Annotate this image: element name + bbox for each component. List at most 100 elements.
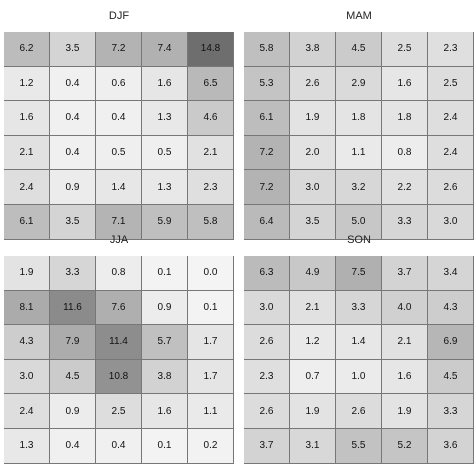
heatmap-cell: 0.4 bbox=[96, 429, 142, 464]
heatmap-cell: 1.6 bbox=[142, 66, 188, 102]
heatmap-cell: 1.6 bbox=[142, 394, 188, 429]
heatmap-cell: 11.4 bbox=[96, 325, 142, 360]
heatmap-cell: 2.4 bbox=[428, 135, 474, 171]
heatmap-cell: 0.1 bbox=[142, 256, 188, 291]
heatmap-cell: 1.8 bbox=[336, 101, 382, 136]
heatmap-cell: 4.3 bbox=[428, 290, 474, 326]
heatmap-cell: 0.9 bbox=[50, 170, 96, 205]
heatmap-cell: 1.6 bbox=[382, 66, 428, 102]
heatmap-cell: 0.9 bbox=[50, 394, 96, 429]
heatmap-cell: 4.5 bbox=[50, 359, 96, 395]
heatmap-cell: 7.2 bbox=[244, 135, 290, 171]
heatmap-cell: 4.9 bbox=[290, 256, 336, 291]
heatmap-cell: 1.1 bbox=[336, 135, 382, 171]
heatmap-cell: 3.7 bbox=[382, 256, 428, 291]
heatmap-cell: 5.8 bbox=[188, 205, 234, 240]
heatmap-cell: 11.6 bbox=[50, 290, 96, 326]
heatmap-cell: 0.8 bbox=[382, 135, 428, 171]
heatmap-cell: 3.3 bbox=[382, 205, 428, 240]
heatmap-cell: 2.3 bbox=[244, 359, 290, 395]
heatmap-cell: 3.5 bbox=[50, 205, 96, 240]
heatmap-cell: 1.9 bbox=[290, 101, 336, 136]
heatmap-cell: 7.1 bbox=[96, 205, 142, 240]
heatmap-cell: 1.7 bbox=[188, 325, 234, 360]
heatmap-cell: 1.8 bbox=[382, 101, 428, 136]
heatmap-cell: 0.5 bbox=[142, 135, 188, 171]
heatmap-cell: 7.4 bbox=[142, 32, 188, 67]
panel-title: DJF bbox=[108, 10, 130, 22]
heatmap-cell: 5.8 bbox=[244, 32, 290, 67]
heatmap-cell: 5.9 bbox=[142, 205, 188, 240]
heatmap-cell: 0.9 bbox=[142, 290, 188, 326]
heatmap-cell: 5.3 bbox=[244, 66, 290, 102]
heatmap-panel-son: SON 6.3 4.9 7.5 3.7 3.4 3.0 2.1 3.3 4.0 4.3 2.6 1.2 1… bbox=[244, 232, 474, 464]
heatmap-cell: 1.4 bbox=[336, 325, 382, 360]
heatmap-cell: 1.3 bbox=[4, 429, 50, 464]
heatmap-cell: 0.7 bbox=[290, 359, 336, 395]
heatmap-cell: 5.0 bbox=[336, 205, 382, 240]
heatmap-cell: 10.8 bbox=[96, 359, 142, 395]
heatmap-cell: 2.3 bbox=[188, 170, 234, 205]
heatmap-cell: 3.3 bbox=[50, 256, 96, 291]
heatmap-cell: 0.0 bbox=[188, 256, 234, 291]
heatmap-cell: 3.0 bbox=[244, 290, 290, 326]
heatmap-cell: 3.5 bbox=[290, 205, 336, 240]
heatmap-cell: 2.6 bbox=[428, 170, 474, 205]
heatmap-cell: 2.4 bbox=[4, 170, 50, 205]
heatmap-cell: 0.4 bbox=[96, 101, 142, 136]
heatmap-cell: 3.0 bbox=[4, 359, 50, 395]
heatmap-cell: 1.6 bbox=[382, 359, 428, 395]
heatmap-cell: 2.0 bbox=[290, 135, 336, 171]
heatmap-cell: 3.3 bbox=[336, 290, 382, 326]
heatmap-grid: 1.9 3.3 0.8 0.1 0.0 8.1 11.6 7.6 0.9 0.1 4.3 7.9 11.… bbox=[4, 256, 234, 464]
heatmap-cell: 4.5 bbox=[428, 359, 474, 395]
heatmap-cell: 0.2 bbox=[188, 429, 234, 464]
heatmap-cell: 3.4 bbox=[428, 256, 474, 291]
heatmap-cell: 5.5 bbox=[336, 429, 382, 464]
heatmap-cell: 1.6 bbox=[4, 101, 50, 136]
heatmap-cell: 1.3 bbox=[142, 101, 188, 136]
heatmap-cell: 2.4 bbox=[4, 394, 50, 429]
heatmap-panel-djf: DJF 6.2 3.5 7.2 7.4 14.8 1.2 0.4 0.6 1.6 6.5 1.6 0.4… bbox=[4, 8, 234, 240]
heatmap-cell: 7.2 bbox=[96, 32, 142, 67]
heatmap-cell: 2.5 bbox=[428, 66, 474, 102]
heatmap-cell: 4.3 bbox=[4, 325, 50, 360]
heatmap-cell: 2.5 bbox=[96, 394, 142, 429]
heatmap-cell: 0.1 bbox=[142, 429, 188, 464]
heatmap-cell: 6.4 bbox=[244, 205, 290, 240]
heatmap-cell: 2.6 bbox=[336, 394, 382, 429]
heatmap-cell: 2.1 bbox=[382, 325, 428, 360]
heatmap-cell: 2.5 bbox=[382, 32, 428, 67]
heatmap-cell: 0.4 bbox=[50, 429, 96, 464]
heatmap-cell: 1.9 bbox=[290, 394, 336, 429]
heatmap-cell: 8.1 bbox=[4, 290, 50, 326]
heatmap-cell: 2.6 bbox=[244, 394, 290, 429]
heatmap-cell: 3.2 bbox=[336, 170, 382, 205]
heatmap-cell: 7.9 bbox=[50, 325, 96, 360]
heatmap-cell: 2.1 bbox=[4, 135, 50, 171]
heatmap-cell: 1.9 bbox=[382, 394, 428, 429]
heatmap-cell: 6.1 bbox=[4, 205, 50, 240]
heatmap-cell: 2.6 bbox=[244, 325, 290, 360]
heatmap-cell: 0.4 bbox=[50, 66, 96, 102]
heatmap-cell: 3.3 bbox=[428, 394, 474, 429]
panel-title: MAM bbox=[346, 10, 372, 22]
heatmap-panel-jja: JJA 1.9 3.3 0.8 0.1 0.0 8.1 11.6 7.6 0.9 0.1 4.3 7.9… bbox=[4, 232, 234, 464]
heatmap-cell: 1.2 bbox=[290, 325, 336, 360]
heatmap-cell: 7.6 bbox=[96, 290, 142, 326]
heatmap-cell: 3.5 bbox=[50, 32, 96, 67]
heatmap-cell: 3.0 bbox=[428, 205, 474, 240]
heatmap-cell: 1.3 bbox=[142, 170, 188, 205]
heatmap-cell: 1.9 bbox=[4, 256, 50, 291]
heatmap-cell: 3.1 bbox=[290, 429, 336, 464]
heatmap-cell: 6.5 bbox=[188, 66, 234, 102]
heatmap-cell: 0.1 bbox=[188, 290, 234, 326]
heatmap-cell: 4.6 bbox=[188, 101, 234, 136]
heatmap-cell: 1.0 bbox=[336, 359, 382, 395]
heatmap-cell: 0.4 bbox=[50, 135, 96, 171]
heatmap-cell: 2.3 bbox=[428, 32, 474, 67]
heatmap-cell: 1.7 bbox=[188, 359, 234, 395]
heatmap-cell: 7.2 bbox=[244, 170, 290, 205]
heatmap-cell: 4.0 bbox=[382, 290, 428, 326]
heatmap-cell: 1.4 bbox=[96, 170, 142, 205]
